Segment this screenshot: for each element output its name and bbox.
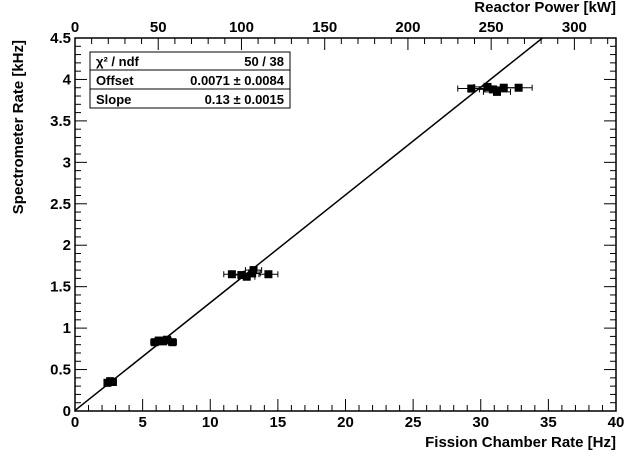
fit-stats-box: χ² / ndf 50 / 38 Offset 0.0071 ± 0.0084 … — [89, 51, 291, 109]
stats-chi2-value: 50 / 38 — [244, 54, 284, 69]
y-axis-title: Spectrometer Rate [kHz] — [10, 40, 27, 214]
y-tick-label: 0 — [63, 403, 71, 420]
y-tick-label: 1 — [63, 320, 71, 337]
data-point — [108, 377, 117, 386]
y-tick-label: 3 — [63, 154, 71, 171]
stats-chi2-label: χ² / ndf — [96, 54, 140, 69]
x2-tick-label: 100 — [229, 19, 254, 36]
stats-slope-label: Slope — [96, 92, 131, 107]
point-marker — [108, 377, 117, 386]
y-tick-label: 4.5 — [50, 30, 71, 47]
stats-offset-label: Offset — [96, 73, 134, 88]
y-tick-label: 1.5 — [50, 279, 71, 296]
x2-tick-label: 0 — [71, 19, 79, 36]
x2-tick-label: 50 — [150, 19, 167, 36]
x-tick-label: 25 — [405, 414, 422, 431]
data-point — [482, 87, 512, 96]
point-marker — [242, 272, 251, 281]
x2-tick-label: 200 — [395, 19, 420, 36]
y-tick-label: 2.5 — [50, 196, 71, 213]
x-tick-label: 0 — [71, 414, 79, 431]
stats-offset-value: 0.0071 ± 0.0084 — [190, 73, 285, 88]
point-marker — [488, 85, 497, 94]
x2-tick-label: 300 — [562, 19, 587, 36]
data-point — [167, 338, 177, 347]
x-tick-label: 40 — [608, 414, 625, 431]
stats-box-frame — [89, 51, 291, 109]
y-tick-label: 4 — [63, 71, 72, 88]
point-marker — [264, 270, 273, 279]
point-marker — [249, 266, 258, 275]
data-point — [504, 83, 533, 92]
plot-area — [75, 38, 543, 411]
y-tick-label: 2 — [63, 237, 71, 254]
x-tick-label: 20 — [337, 414, 354, 431]
x-tick-label: 10 — [202, 414, 219, 431]
x-tick-label: 15 — [270, 414, 287, 431]
x-tick-label: 5 — [138, 414, 146, 431]
data-point — [457, 84, 486, 93]
point-marker — [483, 82, 492, 91]
axes: 0 5 10 15 20 25 30 35 40 0 50 100 150 200 250 300 0 0.5 1 1… — [50, 19, 624, 431]
x-axis-title: Fission Chamber Rate [Hz] — [425, 434, 616, 451]
y-tick-label: 3.5 — [50, 113, 71, 130]
point-marker — [162, 335, 171, 344]
point-marker — [467, 84, 476, 93]
point-marker — [168, 338, 177, 347]
fit-line — [75, 38, 543, 411]
data-point — [258, 270, 279, 279]
y-tick-label: 0.5 — [50, 362, 71, 379]
stats-slope-value: 0.13 ± 0.0015 — [205, 92, 284, 107]
point-marker — [492, 87, 501, 96]
point-marker — [499, 83, 508, 92]
x2-tick-label: 250 — [479, 19, 504, 36]
point-marker — [227, 270, 236, 279]
x-tick-label: 35 — [540, 414, 557, 431]
data-point — [244, 266, 263, 275]
point-marker — [237, 271, 246, 280]
x2-tick-label: 150 — [312, 19, 337, 36]
point-marker — [514, 83, 523, 92]
x-tick-label: 30 — [472, 414, 489, 431]
x2-axis-title: Reactor Power [kW] — [474, 0, 616, 16]
